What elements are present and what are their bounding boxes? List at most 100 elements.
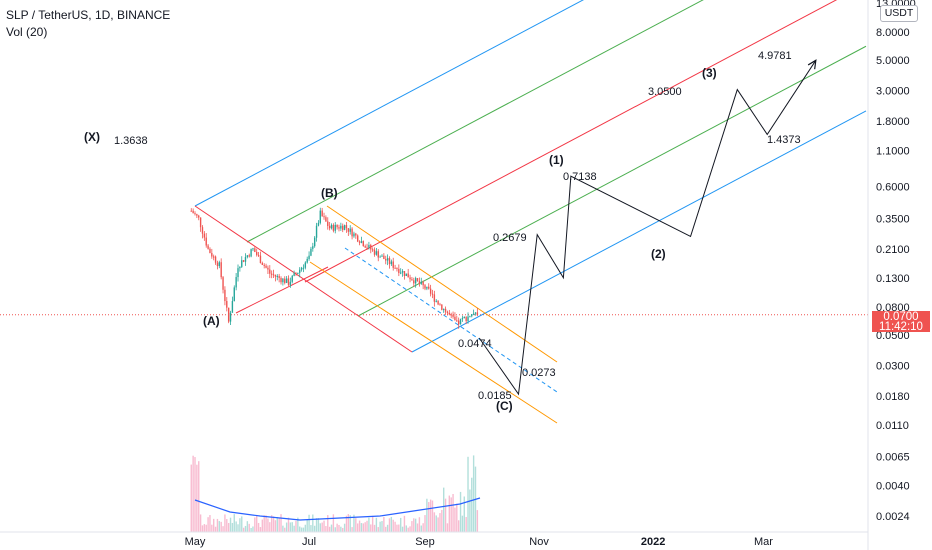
candle-body: [454, 316, 456, 321]
candle-body: [381, 255, 383, 257]
volume-bar: [358, 520, 361, 532]
candle-body: [313, 237, 316, 247]
volume-bar: [310, 525, 312, 532]
volume-bar: [270, 515, 273, 532]
volume-bar: [426, 498, 428, 532]
volume-bar: [233, 514, 235, 532]
candle-body: [199, 217, 202, 228]
volume-bar: [276, 517, 278, 532]
candle-body: [252, 248, 254, 250]
volume-bar: [398, 524, 400, 532]
candle-body: [278, 275, 280, 278]
candle-body: [229, 312, 232, 322]
candle-body: [353, 233, 355, 237]
price-note-0-0185: 0.0185: [478, 390, 512, 402]
volume-bar: [443, 487, 445, 532]
candle-body: [254, 248, 256, 253]
candle-body: [198, 215, 200, 218]
candle-body: [375, 251, 378, 255]
candle-body: [248, 255, 250, 257]
volume-bar: [214, 526, 217, 532]
candle-body: [461, 317, 464, 320]
candle-body: [429, 288, 432, 294]
volume-bar: [203, 524, 206, 532]
candle-body: [467, 316, 469, 322]
candle-body: [287, 278, 290, 285]
candle-body: [411, 279, 413, 281]
candle-body: [306, 258, 308, 263]
price-tick-label: 0.3500: [876, 214, 910, 226]
annotations: (X) 1.3638 (A) (B) (C) (1) (2) (3) 0.7138 0.2679 3…: [84, 50, 801, 413]
candle-body: [190, 210, 192, 212]
candle-body: [205, 237, 207, 246]
pitchfork-median: [304, 0, 838, 283]
candle-body: [312, 246, 314, 249]
candle-body: [426, 286, 428, 289]
candle-body: [207, 245, 209, 249]
candle-body: [315, 225, 318, 238]
candle-body: [308, 255, 310, 259]
candle-body: [192, 210, 194, 214]
candle-body: [242, 260, 245, 262]
candle-body: [474, 312, 477, 314]
volume-bar: [304, 524, 307, 532]
candle-body: [409, 277, 411, 280]
candle-body: [349, 228, 351, 232]
volume-bar: [332, 514, 335, 532]
candle-body: [224, 289, 226, 302]
candle-body: [476, 312, 479, 316]
wave-label-b: (B): [321, 186, 338, 200]
candle-body: [396, 267, 398, 269]
candle-body: [289, 281, 292, 285]
volume-bar: [345, 515, 348, 532]
volume-bar: [371, 515, 374, 532]
volume-bar: [327, 515, 329, 532]
volume-bar: [456, 503, 458, 532]
volume-bar: [471, 477, 473, 532]
candle-body: [302, 267, 305, 269]
volume-bar: [377, 527, 379, 532]
volume-bar: [315, 518, 318, 532]
volume-bar: [300, 527, 303, 532]
volume-bar: [416, 523, 419, 532]
candle-body: [347, 228, 350, 232]
candle-body: [259, 255, 262, 264]
volume-bar: [362, 523, 364, 532]
volume-bar: [428, 502, 430, 532]
volume-bar: [392, 519, 394, 532]
candle-body: [428, 286, 430, 289]
volume-bar: [295, 520, 297, 532]
candle-body: [443, 308, 445, 310]
candle-body: [435, 300, 437, 302]
price-tick-label: 0.0500: [876, 330, 910, 342]
candle-body: [297, 272, 299, 274]
candle-body: [405, 273, 408, 276]
volume-bar: [213, 518, 215, 532]
price-tick-label: 0.2100: [876, 244, 910, 256]
volume-bar: [299, 526, 301, 532]
time-tick-label: Jul: [302, 536, 316, 548]
candle-body: [424, 285, 426, 289]
volume-bar: [282, 525, 284, 532]
candle-body: [241, 260, 243, 267]
price-note-3-0500: 3.0500: [648, 86, 682, 98]
volume-bar: [407, 527, 409, 532]
candle-body: [448, 312, 451, 315]
price-tick-label: 0.0300: [876, 360, 910, 372]
candle-body: [272, 274, 275, 276]
volume-bar: [396, 524, 398, 532]
candle-body: [471, 314, 473, 317]
currency-button[interactable]: USDT: [880, 5, 918, 22]
candle-body: [285, 278, 288, 283]
volume-bar: [400, 517, 402, 532]
volume-bar: [360, 523, 363, 532]
candle-body: [244, 257, 247, 262]
volume-bar: [196, 464, 198, 532]
last-price-badge: 0.0700 11:42:10: [872, 310, 930, 332]
volume-bar: [237, 524, 239, 532]
volume-bar: [248, 523, 250, 532]
volume-bar: [439, 513, 441, 532]
volume-bar: [340, 526, 342, 532]
volume-bar: [190, 464, 192, 532]
